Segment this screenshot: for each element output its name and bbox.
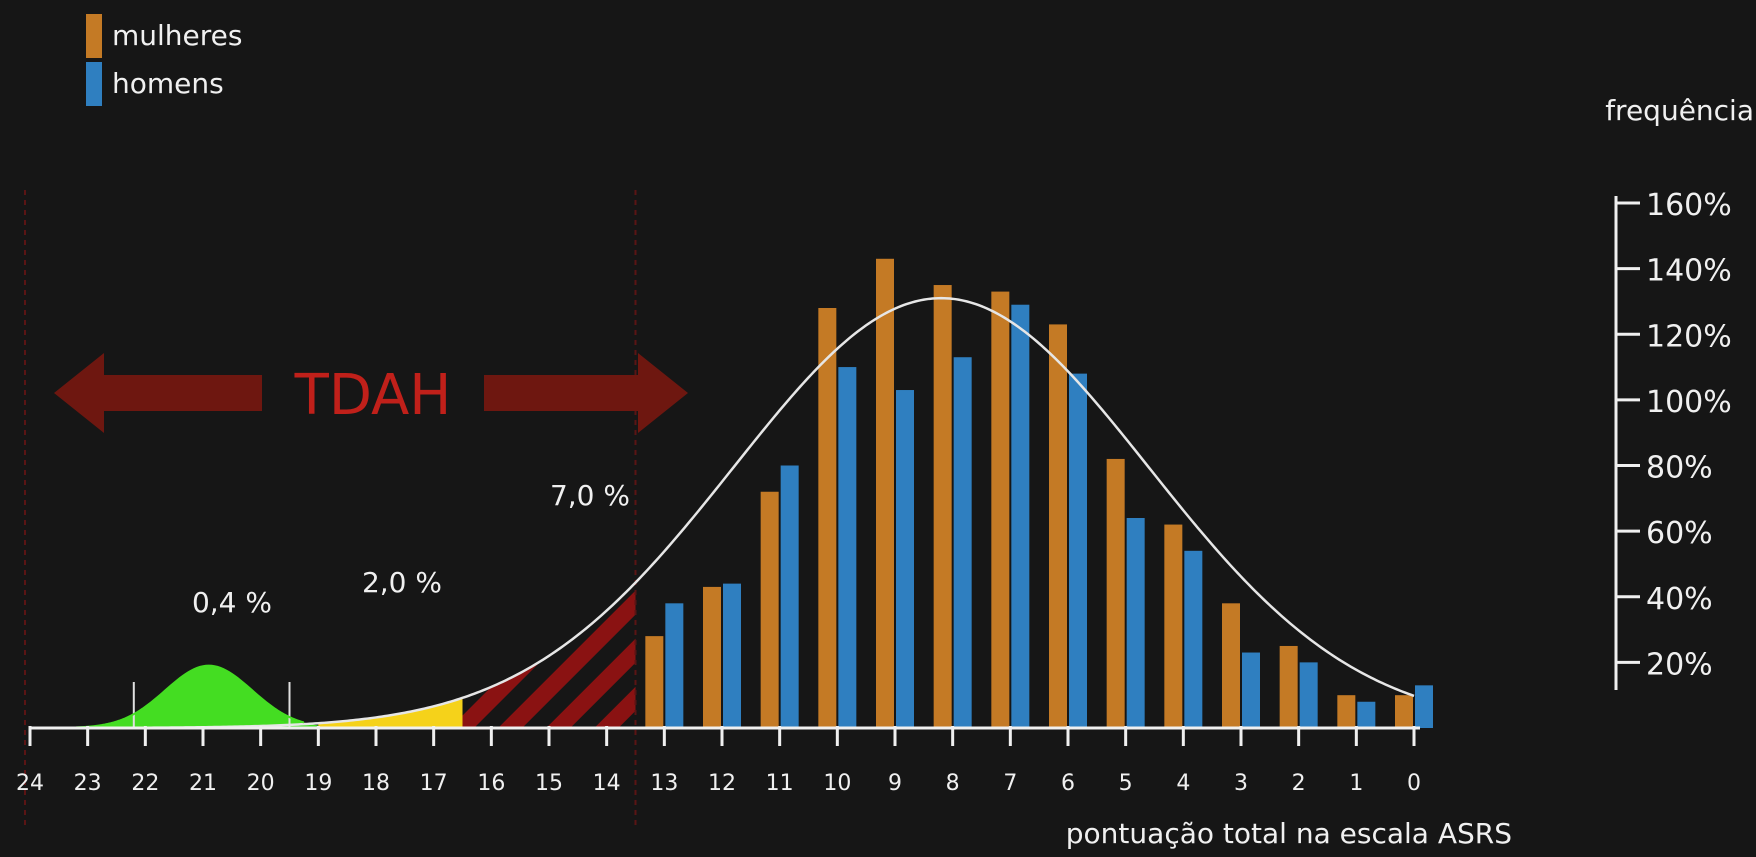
fit-curve	[29, 296, 1415, 730]
x-tick-label-3: 3	[1234, 771, 1248, 796]
x-tick-label-20: 20	[247, 771, 275, 796]
legend-label-mulheres: mulheres	[112, 19, 242, 52]
y-tick-label-160: 160%	[1646, 188, 1732, 223]
bar-mulheres-2	[1279, 645, 1298, 728]
x-tick-label-10: 10	[823, 771, 851, 796]
bar-mulheres-1	[1337, 695, 1356, 728]
x-tick-label-11: 11	[766, 771, 794, 796]
x-tick-label-5: 5	[1119, 771, 1133, 796]
x-tick-label-15: 15	[535, 771, 563, 796]
bar-homens-13	[665, 603, 684, 728]
x-tick-label-9: 9	[888, 771, 902, 796]
bar-homens-11	[780, 465, 799, 728]
y-tick-label-80: 80%	[1646, 451, 1713, 486]
region-7-0-percent	[462, 582, 636, 728]
bar-homens-4	[1184, 550, 1203, 728]
x-tick-label-22: 22	[131, 771, 159, 796]
region-2-0-percent	[318, 697, 463, 728]
y-tick-label-60: 60%	[1646, 516, 1713, 551]
bar-homens-5	[1126, 518, 1145, 728]
bar-homens-8	[953, 357, 972, 728]
bar-mulheres-7	[991, 291, 1010, 728]
y-tick-label-120: 120%	[1646, 319, 1732, 354]
bar-mulheres-12	[703, 586, 721, 728]
x-tick-label-21: 21	[189, 771, 217, 796]
bar-mulheres-3	[1222, 603, 1240, 728]
bar-mulheres-5	[1106, 458, 1125, 728]
region-label-1: 2,0 %	[362, 566, 442, 599]
x-tick-label-8: 8	[946, 771, 960, 796]
bar-homens-9	[896, 390, 914, 728]
tdah-label: TDAH	[294, 363, 452, 428]
bar-mulheres-4	[1164, 524, 1183, 728]
x-tick-label-18: 18	[362, 771, 390, 796]
bar-mulheres-13	[645, 636, 664, 728]
x-tick-label-12: 12	[708, 771, 736, 796]
bell-outline	[76, 664, 305, 729]
x-tick-label-6: 6	[1061, 771, 1075, 796]
bar-mulheres-11	[760, 491, 779, 728]
bar-mulheres-0	[1395, 695, 1413, 728]
tdah-arrow-right	[484, 353, 688, 433]
bar-mulheres-8	[933, 285, 952, 728]
legend-swatch-mulheres	[86, 14, 102, 58]
bar-homens-3	[1242, 652, 1260, 728]
x-tick-label-19: 19	[304, 771, 332, 796]
y-axis-label: frequência	[1605, 94, 1754, 127]
bar-mulheres-9	[876, 258, 894, 728]
bar-mulheres-6	[1049, 324, 1067, 728]
bar-homens-10	[838, 367, 857, 728]
y-tick-label-20: 20%	[1646, 647, 1713, 682]
x-tick-label-16: 16	[477, 771, 505, 796]
x-tick-label-14: 14	[593, 771, 621, 796]
legend-swatch-homens	[86, 62, 102, 106]
region-label-0: 0,4 %	[192, 586, 272, 619]
bar-mulheres-10	[818, 308, 837, 728]
bar-homens-12	[723, 583, 741, 728]
x-tick-label-13: 13	[650, 771, 678, 796]
x-tick-label-24: 24	[16, 771, 44, 796]
x-tick-label-4: 4	[1176, 771, 1190, 796]
x-tick-label-0: 0	[1407, 771, 1421, 796]
region-0-4-percent	[87, 665, 319, 728]
x-axis-label: pontuação total na escala ASRS	[1066, 817, 1512, 850]
bar-homens-1	[1357, 701, 1376, 728]
x-tick-label-2: 2	[1292, 771, 1306, 796]
bar-homens-2	[1299, 662, 1318, 728]
y-tick-label-40: 40%	[1646, 582, 1713, 617]
y-tick-label-100: 100%	[1646, 385, 1732, 420]
x-tick-label-7: 7	[1003, 771, 1017, 796]
tdah-arrow-left	[54, 353, 262, 433]
bar-homens-7	[1011, 304, 1030, 728]
y-tick-label-140: 140%	[1646, 254, 1732, 289]
legend-label-homens: homens	[112, 67, 224, 100]
x-tick-label-1: 1	[1349, 771, 1363, 796]
x-tick-label-17: 17	[420, 771, 448, 796]
bar-homens-6	[1069, 373, 1087, 728]
region-label-2: 7,0 %	[550, 479, 630, 512]
bar-homens-0	[1415, 685, 1433, 728]
x-tick-label-23: 23	[74, 771, 102, 796]
